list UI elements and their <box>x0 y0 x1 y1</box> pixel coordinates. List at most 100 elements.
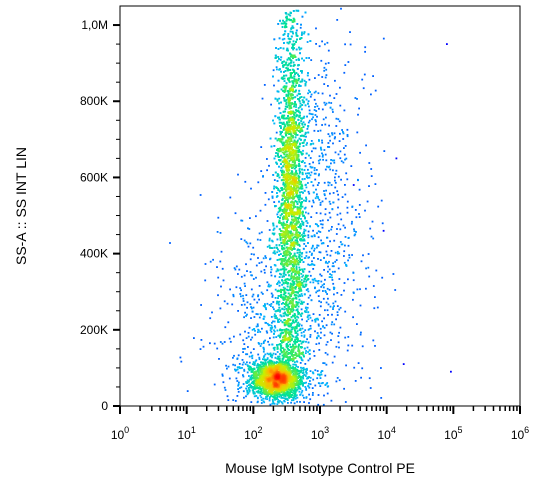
data-point <box>332 192 335 194</box>
data-point <box>263 315 266 318</box>
data-point <box>282 183 285 186</box>
data-point <box>308 154 310 157</box>
data-point <box>286 265 289 267</box>
data-point <box>313 247 316 250</box>
data-point <box>281 142 284 145</box>
data-point <box>300 197 303 200</box>
data-point <box>295 106 297 108</box>
data-point <box>333 137 336 140</box>
data-point <box>262 400 265 403</box>
data-point <box>281 174 283 176</box>
data-point <box>262 257 265 260</box>
data-point <box>264 303 266 305</box>
data-point <box>328 268 331 271</box>
data-point <box>288 325 291 328</box>
data-point <box>308 192 311 195</box>
data-point <box>278 391 280 394</box>
data-point <box>300 117 302 120</box>
data-point <box>336 190 339 193</box>
data-point <box>250 187 252 190</box>
data-point <box>284 348 286 351</box>
data-point <box>264 255 267 257</box>
data-point <box>261 391 264 394</box>
data-point <box>313 355 316 357</box>
data-point <box>296 149 298 152</box>
data-point <box>318 314 321 316</box>
data-point <box>247 381 250 383</box>
data-point <box>306 338 308 341</box>
data-point <box>317 92 320 95</box>
data-point <box>301 134 303 137</box>
data-point <box>303 178 306 180</box>
data-point <box>320 301 322 304</box>
data-point <box>291 223 293 225</box>
data-point <box>291 25 294 28</box>
data-point <box>314 106 316 108</box>
data-point <box>313 235 316 238</box>
data-point <box>353 234 356 237</box>
data-point <box>304 284 307 287</box>
data-point <box>284 312 287 315</box>
data-point <box>265 362 267 365</box>
data-point <box>322 290 324 292</box>
data-point <box>279 268 282 271</box>
data-point <box>273 157 276 160</box>
data-point <box>283 306 286 308</box>
data-point <box>253 375 256 377</box>
data-point <box>293 114 296 117</box>
data-point <box>292 398 295 400</box>
data-point <box>286 285 289 288</box>
data-point <box>294 291 297 293</box>
data-point <box>295 122 297 125</box>
data-point <box>347 344 350 347</box>
data-point <box>292 390 295 392</box>
data-point <box>326 41 329 44</box>
data-point <box>296 134 299 136</box>
data-point <box>291 160 294 163</box>
data-point <box>269 329 272 331</box>
data-point <box>237 273 239 275</box>
data-point <box>313 169 316 172</box>
data-point <box>293 327 296 330</box>
data-point <box>309 398 312 401</box>
data-point <box>281 394 283 396</box>
data-point <box>326 287 329 290</box>
data-point <box>246 371 249 374</box>
data-point <box>225 364 227 367</box>
data-point <box>306 41 309 43</box>
data-point <box>307 359 310 362</box>
data-point <box>289 76 292 79</box>
data-point <box>280 88 283 91</box>
data-point <box>311 113 314 116</box>
data-point <box>308 109 311 112</box>
data-point <box>257 325 259 327</box>
data-point <box>251 328 254 331</box>
data-point <box>329 254 332 257</box>
data-point <box>295 171 297 173</box>
data-point <box>294 370 296 373</box>
data-point <box>282 47 285 50</box>
data-point <box>322 325 324 328</box>
data-point <box>309 165 312 168</box>
data-point <box>334 151 337 154</box>
data-point <box>274 288 277 291</box>
data-point <box>301 270 304 272</box>
data-point <box>263 269 266 271</box>
data-point <box>277 321 280 323</box>
data-point <box>327 265 329 268</box>
data-point <box>281 331 284 334</box>
data-point <box>306 222 309 224</box>
data-point <box>246 379 249 382</box>
data-point <box>289 223 292 226</box>
data-point <box>295 9 298 12</box>
data-point <box>316 115 318 118</box>
data-point <box>275 244 278 247</box>
data-point <box>280 56 283 59</box>
data-point <box>289 72 292 75</box>
data-point <box>234 268 237 271</box>
data-point <box>277 187 280 190</box>
data-point <box>303 239 306 242</box>
data-point <box>274 353 277 356</box>
data-point <box>339 157 342 160</box>
data-point <box>304 131 307 134</box>
